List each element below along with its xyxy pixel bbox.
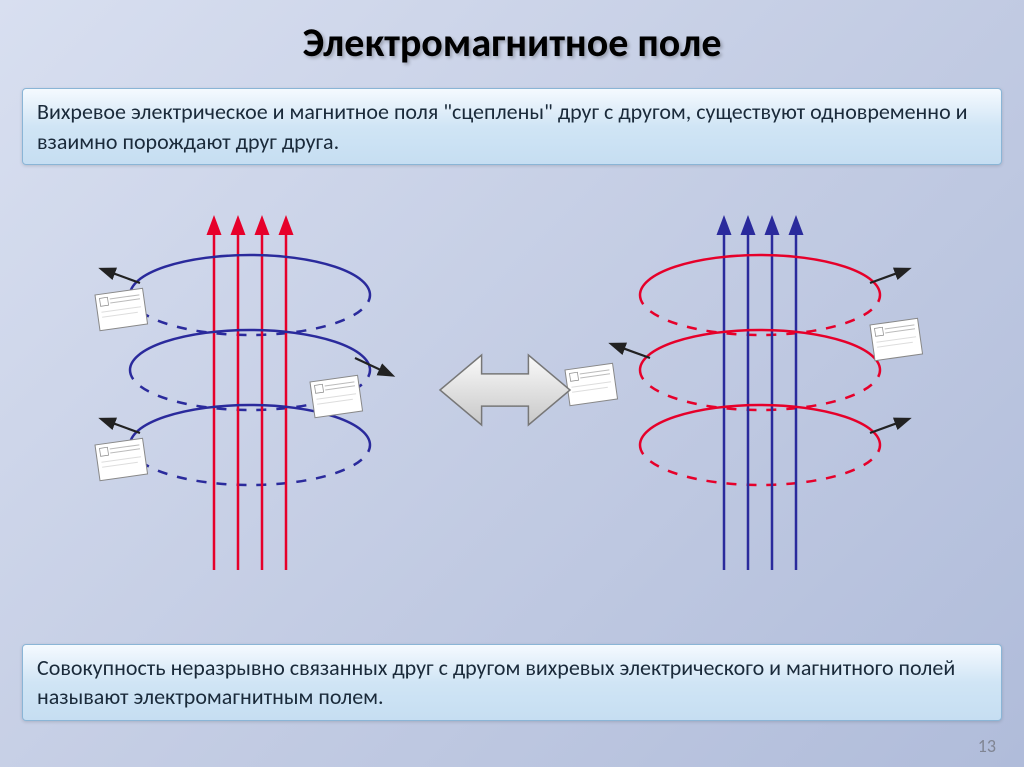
page-title: Электромагнитное поле — [0, 18, 1024, 67]
double-arrow-icon — [440, 355, 570, 425]
electromagnetic-diagram — [0, 170, 1024, 590]
intro-textbox: Вихревое электрическое и магнитное поля … — [22, 88, 1002, 165]
summary-text: Совокупность неразрывно связанных друг с… — [37, 654, 955, 711]
page-number: 13 — [978, 735, 996, 757]
summary-textbox: Совокупность неразрывно связанных друг с… — [22, 644, 1002, 721]
intro-text: Вихревое электрическое и магнитное поля … — [37, 98, 968, 155]
title-text: Электромагнитное поле — [303, 18, 722, 67]
diagram-area — [0, 170, 1024, 617]
